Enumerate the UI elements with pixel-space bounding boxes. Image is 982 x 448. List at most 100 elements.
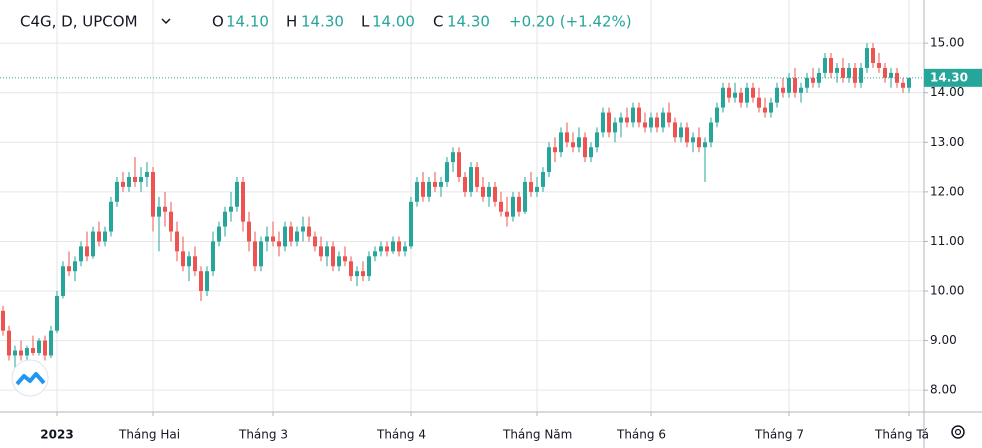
candle-body (463, 176, 467, 192)
open-value: 14.10 (226, 13, 269, 31)
candle-body (553, 147, 557, 153)
candle-body (889, 72, 893, 78)
candle-body (661, 112, 665, 128)
candle-body (685, 127, 689, 143)
candle-body (79, 246, 83, 262)
symbol[interactable]: C4G, D, UPCOM (20, 13, 138, 31)
candle-body (67, 266, 71, 272)
candle-body (781, 87, 785, 93)
candle-body (877, 62, 881, 68)
candle-body (223, 211, 227, 227)
candle-body (481, 186, 485, 197)
logo-icon[interactable] (15, 372, 46, 386)
candle-body (283, 226, 287, 247)
candle-body (511, 196, 515, 217)
candle-body (607, 112, 611, 133)
candle-body (211, 241, 215, 272)
candle-body (361, 271, 365, 277)
candle-body (475, 167, 479, 187)
candle-body (643, 122, 647, 128)
candle-body (379, 246, 383, 252)
y-tick-label: 11.00 (930, 234, 964, 248)
y-tick-label: 13.00 (930, 135, 964, 149)
last-price-label: 14.30 (930, 70, 968, 84)
candle-body (853, 67, 857, 83)
candle-body (907, 77, 911, 88)
candle-body (811, 77, 815, 83)
candle-body (625, 117, 629, 123)
candle-body (187, 256, 191, 267)
candle-body (205, 271, 209, 292)
settings-button[interactable] (951, 425, 965, 439)
candle-body (259, 241, 263, 267)
candle-body (337, 256, 341, 267)
candle-body (865, 48, 869, 68)
grid (0, 0, 924, 412)
candle-body (505, 211, 509, 217)
candle-body (805, 77, 809, 88)
candle-body (43, 340, 47, 356)
candle-body (391, 241, 395, 252)
y-tick-label: 14.00 (930, 85, 964, 99)
y-tick-label: 12.00 (930, 184, 964, 198)
x-tick-label: Tháng Hai (118, 428, 180, 442)
candle-body (601, 112, 605, 133)
logo[interactable] (11, 359, 49, 397)
y-tick-label: 10.00 (930, 284, 964, 298)
candle-body (61, 266, 65, 296)
candle-body (739, 92, 743, 103)
candle-body (775, 87, 779, 103)
x-tick-label: Tháng Năm (502, 428, 572, 442)
candle-body (577, 137, 581, 148)
candle-body (103, 231, 107, 242)
candle-body (901, 82, 905, 88)
settings-gear-hub[interactable] (954, 428, 962, 436)
candle-body (37, 340, 41, 354)
close-value: 14.30 (447, 13, 490, 31)
candle-body (331, 246, 335, 267)
candle-body (793, 77, 797, 93)
candle-body (385, 246, 389, 252)
low-label: L (361, 13, 370, 31)
candle-body (397, 241, 401, 252)
high-value: 14.30 (301, 13, 344, 31)
candle-body (157, 206, 161, 217)
candle-body (439, 181, 443, 187)
candle-body (325, 246, 329, 257)
candle-body (703, 142, 707, 148)
candle-body (859, 67, 863, 83)
candle-body (523, 181, 527, 212)
candle-body (1, 310, 5, 331)
candle-body (25, 348, 29, 356)
candle-body (73, 261, 77, 272)
candle-body (145, 172, 149, 177)
candle-body (673, 122, 677, 138)
x-tick-label: 2023 (40, 428, 73, 442)
y-tick-label: 8.00 (930, 383, 957, 397)
symbol-caret[interactable] (161, 18, 171, 25)
candle-body (769, 102, 773, 113)
last-price-tag (924, 68, 982, 87)
candle-body (151, 172, 155, 217)
y-tick-label: 9.00 (930, 333, 957, 347)
candle-body (763, 107, 767, 113)
candle-body (307, 226, 311, 237)
candle-body (193, 256, 197, 272)
candle-body (139, 176, 143, 182)
candle-body (235, 181, 239, 207)
candle-body (871, 48, 875, 63)
candle-body (751, 87, 755, 98)
candle-body (649, 117, 653, 128)
candle-body (445, 162, 449, 182)
candle-body (343, 256, 347, 262)
candle-body (541, 172, 545, 187)
candle-body (91, 231, 95, 257)
candle-body (295, 231, 299, 242)
candle-body (595, 132, 599, 148)
candle-body (85, 246, 89, 257)
candle-body (733, 92, 737, 98)
candle-body (229, 206, 233, 212)
candle-body (403, 246, 407, 252)
settings-gear[interactable] (951, 425, 965, 439)
candle-body (169, 211, 173, 232)
